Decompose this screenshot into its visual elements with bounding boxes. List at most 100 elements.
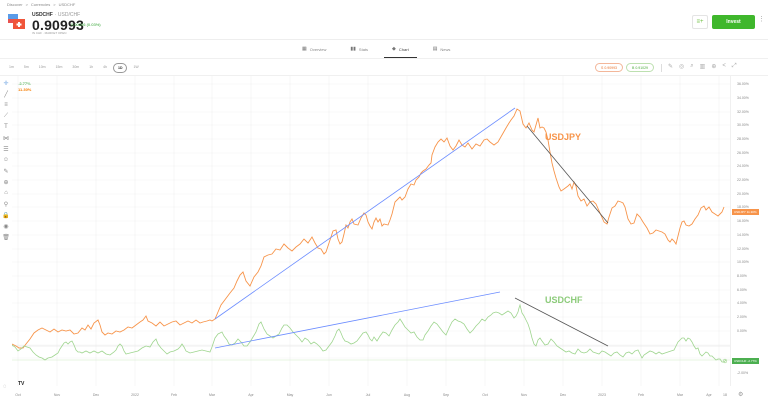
- timeframe-1d[interactable]: 1D: [113, 63, 128, 73]
- y-tick: 4.00%: [737, 301, 747, 305]
- fib-icon[interactable]: ≡: [4, 102, 8, 108]
- invest-button[interactable]: Invest: [712, 15, 755, 29]
- text-icon[interactable]: T: [4, 124, 8, 130]
- y-tick: 32.00%: [737, 110, 749, 114]
- tab-label: Overview: [309, 46, 327, 52]
- legend-usdchf-value: -2.77%: [18, 81, 31, 86]
- symbol-name: USDCHF: [32, 12, 53, 18]
- tag-value: -2.77%: [747, 359, 757, 363]
- x-tick: Oct: [15, 393, 21, 397]
- add-icon[interactable]: ⊕: [711, 64, 717, 70]
- tab-news[interactable]: ▤ News: [421, 40, 463, 58]
- y-tick: 34.00%: [737, 96, 749, 100]
- lock-icon[interactable]: 🔒: [2, 212, 10, 219]
- timeframe-15m[interactable]: 15m: [55, 65, 63, 69]
- current-price: 0.90993: [32, 17, 85, 33]
- timeframe-30m[interactable]: 30m: [72, 65, 80, 69]
- magnet-icon[interactable]: ⌂: [4, 190, 8, 196]
- chart-legend: -2.77% 11.30%: [18, 81, 31, 93]
- timeframe-4h[interactable]: 4h: [103, 65, 107, 69]
- x-tick: Sep: [442, 393, 450, 397]
- breadcrumb-current: USDCHF: [58, 2, 76, 7]
- x-tick: 2022: [131, 393, 139, 397]
- pattern-icon[interactable]: ⋈: [3, 135, 9, 142]
- ruler-icon[interactable]: ✎: [3, 168, 9, 175]
- breadcrumb-separator: >: [53, 2, 56, 7]
- y-tick: 18.00%: [737, 205, 749, 209]
- y-tick: 8.00%: [737, 274, 747, 278]
- instrument-tabs: ▦ Overview ▮▮ Stats ◆ Chart ▤ News: [290, 40, 462, 58]
- x-tick: Jul: [365, 393, 371, 397]
- timeframe-10m[interactable]: 10m: [38, 65, 46, 69]
- y-tick: 36.00%: [737, 82, 749, 86]
- x-tick: Mar: [676, 393, 684, 397]
- usdchf-downtrend-line: [514, 297, 609, 347]
- indicators-icon[interactable]: ◎: [679, 64, 685, 70]
- tab-stats[interactable]: ▮▮ Stats: [338, 40, 380, 58]
- timeframe-1w[interactable]: 1W: [133, 65, 139, 69]
- tab-overview[interactable]: ▦ Overview: [290, 40, 338, 58]
- fullscreen-icon[interactable]: ⤢: [731, 63, 737, 69]
- lightbulb-icon[interactable]: ◌: [3, 384, 7, 390]
- zoom-in-icon[interactable]: ⊕: [3, 179, 9, 186]
- y-tick: 2.00%: [737, 315, 747, 319]
- crosshair-icon[interactable]: ✛: [3, 80, 9, 87]
- y-tick: 30.00%: [737, 123, 749, 127]
- timeframe-selector: 1m 5m 10m 15m 30m 1h 4h 1D 1W: [5, 63, 143, 73]
- chart-type-icon[interactable]: ▥: [699, 64, 706, 70]
- compare-icon[interactable]: ⌕: [690, 63, 694, 69]
- share-icon[interactable]: <: [722, 63, 726, 69]
- breadcrumb: Discover > Currencies > USDCHF: [7, 2, 75, 7]
- usdjpy-series-line: [12, 108, 725, 349]
- draw-icon[interactable]: ✎: [668, 64, 674, 70]
- x-tick: Mar: [208, 393, 216, 397]
- breadcrumb-discover[interactable]: Discover: [7, 2, 23, 7]
- sell-price-button[interactable]: S 0.90993: [595, 63, 623, 72]
- legend-usdjpy-value: 11.30%: [18, 87, 32, 92]
- price-change: 0.00026 (0.03%): [71, 22, 101, 27]
- tag-label: USDJPY: [734, 210, 746, 214]
- news-icon: ▤: [432, 46, 438, 52]
- market-status: IN CHF · MARKET OPEN: [32, 31, 67, 35]
- y-tick: 26.00%: [737, 151, 749, 155]
- brush-icon[interactable]: ⟋: [3, 112, 9, 119]
- usdjpy-price-tag: USDJPY 11.30%: [732, 209, 759, 215]
- x-tick: Feb: [170, 393, 178, 397]
- y-tick: 12.00%: [737, 247, 749, 251]
- trendline-icon[interactable]: ╱: [4, 91, 8, 98]
- tab-chart[interactable]: ◆ Chart: [380, 40, 421, 58]
- drawing-toolbar: ✛ ╱ ≡ ⟋ T ⋈ ☰ ☺ ✎ ⊕ ⌂ ⚲ 🔒 ◉ 🗑: [0, 78, 12, 242]
- price-axis[interactable]: 36.00% 34.00% 32.00% 30.00% 28.00% 26.00…: [730, 76, 768, 386]
- emoji-icon[interactable]: ☺: [2, 157, 10, 163]
- usdchf-flag-icon: [8, 14, 25, 29]
- y-tick: 14.00%: [737, 233, 749, 237]
- tradingview-logo[interactable]: TV: [18, 381, 25, 387]
- watchlist-button[interactable]: ≡+: [692, 15, 708, 29]
- x-tick: Dec: [559, 393, 567, 397]
- visibility-icon[interactable]: ◉: [3, 223, 9, 230]
- tag-label: USDCHF: [734, 359, 747, 363]
- time-axis[interactable]: Oct Nov Dec 2022 Feb Mar Apr May Jun Jul…: [12, 391, 730, 400]
- usdchf-price-tag: USDCHF -2.77%: [732, 358, 759, 364]
- x-tick: Oct: [482, 393, 488, 397]
- instrument-header: Discover > Currencies > USDCHF USDCHF · U…: [0, 0, 768, 40]
- timeframe-1h[interactable]: 1h: [89, 65, 94, 69]
- usdjpy-downtrend-line: [526, 125, 609, 224]
- trash-icon[interactable]: 🗑: [2, 234, 10, 241]
- usdjpy-uptrend-line: [214, 107, 516, 320]
- x-tick: 2023: [598, 393, 606, 397]
- stay-drawing-icon[interactable]: ⚲: [3, 201, 9, 208]
- chart-settings-icon[interactable]: ⚙: [738, 392, 744, 398]
- watchlist-icon: ≡+: [696, 19, 704, 25]
- breadcrumb-currencies[interactable]: Currencies: [30, 2, 51, 7]
- grid-lines: [12, 76, 730, 386]
- timeframe-1m[interactable]: 1m: [9, 65, 14, 69]
- more-options-icon[interactable]: ⋮: [758, 16, 765, 23]
- buy-price-button[interactable]: B 0.91029: [626, 63, 654, 72]
- usdchf-annotation: USDCHF: [545, 295, 583, 305]
- y-tick: 16.00%: [737, 219, 749, 223]
- forecast-icon[interactable]: ☰: [3, 146, 9, 153]
- comparison-chart[interactable]: USDJPY USDCHF: [12, 76, 730, 386]
- x-tick: Apr: [706, 393, 712, 397]
- timeframe-5m[interactable]: 5m: [23, 65, 29, 69]
